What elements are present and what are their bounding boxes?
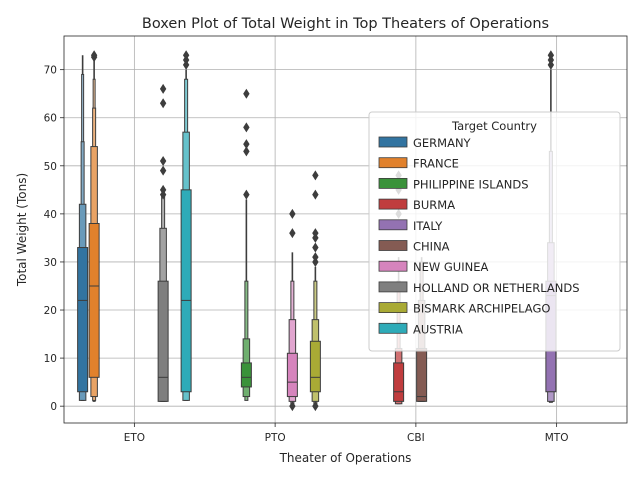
outlier-point xyxy=(243,189,250,200)
legend-item: PHILIPPINE ISLANDS xyxy=(378,177,529,191)
x-tick-label: CBI xyxy=(407,432,425,444)
series-philippine-islands xyxy=(240,88,252,401)
chart-title: Boxen Plot of Total Weight in Top Theate… xyxy=(142,16,549,32)
outlier-point xyxy=(289,208,296,219)
x-axis-label: Theater of Operations xyxy=(279,451,412,465)
series-bismark-archipelago xyxy=(309,170,321,412)
outlier-point xyxy=(289,228,296,239)
x-tick-label: PTO xyxy=(265,432,286,444)
legend-swatch xyxy=(378,260,408,272)
outlier-point xyxy=(159,155,167,166)
legend-label: FRANCE xyxy=(413,157,459,171)
y-tick-label: 20 xyxy=(44,305,57,317)
legend-box xyxy=(368,111,621,352)
letter-value-box xyxy=(309,340,321,393)
x-tick-label: ETO xyxy=(124,432,145,444)
outlier-point xyxy=(159,165,167,176)
y-tick-label: 70 xyxy=(44,65,57,77)
legend-label: CHINA xyxy=(413,240,450,254)
legend-title: Target Country xyxy=(451,119,537,133)
legend-swatch xyxy=(378,219,408,231)
series-austria xyxy=(180,50,192,401)
x-axis: ETO PTO CBI MTO xyxy=(124,423,569,444)
letter-value-box xyxy=(286,352,298,398)
legend-swatch xyxy=(378,322,408,334)
legend-item: AUSTRIA xyxy=(378,322,463,336)
outlier-point xyxy=(312,228,319,239)
legend-swatch xyxy=(378,136,408,148)
y-tick-label: 60 xyxy=(44,113,57,125)
legend-item: CHINA xyxy=(378,240,450,254)
outlier-point xyxy=(159,83,167,94)
outlier-point xyxy=(159,98,167,109)
outlier-point xyxy=(312,170,319,181)
letter-value-box xyxy=(240,362,252,388)
legend-swatch xyxy=(378,302,408,314)
series-germany xyxy=(77,55,89,401)
legend: Target Country GERMANY FRANCE PHILIPPINE IS… xyxy=(368,111,621,352)
legend-item: GERMANY xyxy=(378,136,472,150)
legend-label: BISMARK ARCHIPELAGO xyxy=(413,302,550,316)
outlier-point xyxy=(243,146,250,157)
y-tick-label: 50 xyxy=(44,161,57,173)
legend-label: ITALY xyxy=(413,219,443,233)
y-tick-label: 0 xyxy=(50,401,57,413)
legend-label: BURMA xyxy=(413,198,455,212)
outlier-point xyxy=(312,242,319,253)
legend-item: NEW GUINEA xyxy=(378,260,488,274)
legend-label: GERMANY xyxy=(413,136,472,150)
legend-swatch xyxy=(378,157,408,169)
y-tick-label: 30 xyxy=(44,257,57,269)
outlier-point xyxy=(289,401,296,412)
legend-swatch xyxy=(378,281,408,293)
legend-swatch xyxy=(378,240,408,251)
legend-label: NEW GUINEA xyxy=(413,260,488,274)
y-axis: 0 10 20 30 40 50 60 70 xyxy=(44,65,64,413)
outlier-point xyxy=(182,50,190,61)
outlier-point xyxy=(159,184,167,195)
series-france xyxy=(88,50,100,402)
letter-value-box xyxy=(416,347,428,402)
legend-item: BISMARK ARCHIPELAGO xyxy=(378,302,550,316)
plot-frame xyxy=(63,35,628,424)
outlier-point xyxy=(312,252,319,263)
legend-label: HOLLAND OR NETHERLANDS xyxy=(413,281,580,295)
letter-value-box xyxy=(393,362,405,402)
outlier-point xyxy=(547,50,555,61)
x-tick-label: MTO xyxy=(545,432,569,444)
y-axis-label: Total Weight (Tons) xyxy=(15,173,29,287)
outlier-point xyxy=(243,88,250,99)
legend-label: AUSTRIA xyxy=(413,322,463,336)
letter-value-box xyxy=(88,222,100,378)
y-tick-label: 10 xyxy=(44,353,57,365)
outlier-point xyxy=(243,122,250,133)
legend-item: BURMA xyxy=(378,198,455,212)
series-new-guinea xyxy=(286,208,298,412)
y-tick-label: 40 xyxy=(44,209,57,221)
outlier-point xyxy=(312,401,319,412)
legend-item: FRANCE xyxy=(378,157,459,171)
legend-swatch xyxy=(378,198,408,210)
legend-swatch xyxy=(378,177,408,189)
outlier-point xyxy=(243,139,250,150)
outlier-point xyxy=(90,52,98,63)
letter-value-box xyxy=(77,247,89,393)
letter-value-box xyxy=(180,189,192,393)
series-holland-or-netherlands xyxy=(157,83,169,402)
legend-label: PHILIPPINE ISLANDS xyxy=(413,177,529,191)
letter-value-box xyxy=(157,280,169,402)
legend-item: ITALY xyxy=(378,219,443,233)
legend-item: HOLLAND OR NETHERLANDS xyxy=(378,281,580,295)
outlier-point xyxy=(312,189,319,200)
